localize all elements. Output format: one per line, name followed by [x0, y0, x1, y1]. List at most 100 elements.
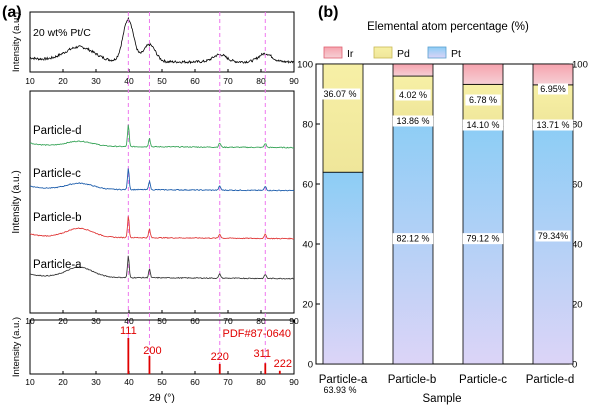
panel-a-top-ylabel: Intensity (a.u.)	[11, 12, 22, 72]
panel-b-label: (b)	[318, 4, 338, 21]
y-tick-label-right: 80	[572, 120, 583, 131]
category-label-particle-d: Particle-d	[526, 374, 575, 386]
particle-b-xrd-trace	[29, 216, 295, 240]
pdf-reference-label: PDF#87-0640	[223, 328, 292, 340]
label-pt-particle-c: 79.12 %	[466, 234, 499, 244]
label-pd-particle-c-bg	[462, 119, 504, 131]
pdf-hkl-label-311: 311	[254, 348, 272, 360]
x-tick-label: 80	[256, 377, 266, 387]
legend-label-pt: Pt	[451, 48, 461, 60]
legend-label-pd: Pd	[397, 48, 410, 60]
pt-c-xrd-trace	[30, 16, 294, 65]
legend-swatch-ir	[323, 46, 343, 59]
x-tick-label: 70	[223, 76, 233, 86]
label-pd-particle-c: 14.10 %	[466, 120, 499, 130]
x-tick-label: 30	[91, 76, 101, 86]
x-tick-label: 80	[256, 316, 266, 326]
panel-b-bars: 63.93 % 36.07 % 82.12 % 13.86 % 4.02 % 79.12 …	[319, 63, 574, 396]
y-tick-label-left: 60	[302, 180, 313, 191]
x-tick-label: 40	[124, 76, 134, 86]
x-tick-label: 40	[124, 377, 134, 387]
y-tick-label-left: 0	[308, 360, 313, 371]
pdf-hkl-label-222: 222	[274, 358, 292, 370]
x-tick-label: 10	[25, 377, 35, 387]
particle-c-label: Particle-c	[33, 168, 81, 180]
label-pt-particle-a-bg	[319, 384, 361, 396]
category-label-particle-b: Particle-b	[388, 374, 437, 386]
panel-a-xlabel: 2θ (°)	[149, 392, 175, 404]
label-pt-particle-d-bg	[535, 230, 571, 242]
x-tick-label: 60	[190, 377, 200, 387]
label-pd-particle-d-bg	[532, 119, 574, 131]
bar-pt-particle-a	[322, 171, 364, 365]
label-ir-particle-c: 6.78 %	[469, 95, 497, 105]
panel-a-top: 20 wt% Pt/C Intensity (a.u.) 10 20 30 40 50 6…	[11, 11, 299, 86]
legend-swatch-pd	[373, 46, 393, 59]
category-label-particle-a: Particle-a	[319, 374, 368, 386]
panel-a-middle-ylabel: Intensity (a.u.)	[11, 170, 22, 233]
label-pt-particle-b-bg	[392, 233, 434, 245]
y-tick-label-left: 20	[302, 300, 313, 311]
y-tick-label-right: 60	[572, 180, 583, 191]
label-ir-particle-d-bg	[538, 83, 568, 95]
y-tick-label-left: 80	[302, 120, 313, 131]
label-pt-particle-a: 63.93 %	[323, 385, 356, 395]
x-tick-label: 90	[289, 377, 299, 387]
panel-b-yticks: 0 0 20 20 40 40 60 60 80 80 100 100	[297, 60, 588, 371]
label-pt-particle-c-bg	[462, 233, 504, 245]
pdf-hkl-label-220: 220	[211, 351, 229, 363]
x-tick-label: 40	[124, 316, 134, 326]
label-pd-particle-d: 13.71 %	[536, 120, 569, 130]
peak-guide-lines	[127, 12, 266, 374]
x-tick-label: 60	[190, 316, 200, 326]
legend-swatch-pt	[427, 46, 447, 59]
bar-ir-particle-d	[532, 63, 574, 86]
x-tick-label: 70	[223, 316, 233, 326]
label-ir-particle-c-bg	[465, 94, 501, 106]
x-tick-label: 20	[58, 76, 68, 86]
panel-a-top-frame	[29, 11, 295, 73]
category-label-particle-c: Particle-c	[459, 374, 507, 386]
bar-pt-particle-d	[532, 125, 574, 365]
y-tick-label-left: 40	[302, 240, 313, 251]
y-tick-label-right: 40	[572, 240, 583, 251]
label-ir-particle-d: 6.95%	[540, 84, 566, 94]
particle-d-xrd-trace	[29, 124, 294, 149]
x-tick-label: 50	[157, 316, 167, 326]
particle-c-xrd-trace	[29, 168, 295, 192]
legend-label-ir: Ir	[347, 48, 354, 60]
panel-a-middle-xticks: 10 20 30 40 50 60 70 80 90	[25, 310, 299, 326]
x-tick-label: 60	[190, 76, 200, 86]
panel-a-bottom: Intensity (a.u.) PDF#87-0640 10 20 30 40 50 6…	[11, 317, 299, 404]
label-pd-particle-b: 13.86 %	[396, 116, 429, 126]
x-tick-label: 50	[157, 377, 167, 387]
y-tick-label-right: 0	[572, 360, 577, 371]
x-tick-label: 20	[58, 316, 68, 326]
label-pt-particle-b: 82.12 %	[396, 234, 429, 244]
panel-a-top-xticks: 10 20 30 40 50 60 70 80 90	[25, 69, 299, 86]
x-tick-label: 10	[25, 76, 35, 86]
x-tick-label: 30	[91, 377, 101, 387]
particle-a-xrd-trace	[29, 255, 295, 280]
label-pd-particle-a-bg	[319, 88, 361, 100]
label-pd-particle-a: 36.07 %	[323, 89, 356, 99]
panel-a-bottom-xticks: 10 20 30 40 50 60 70 80 90	[25, 371, 299, 387]
panel-a-label: (a)	[2, 4, 22, 21]
label-pt-particle-d: 79.34%	[538, 231, 569, 241]
bar-ir-particle-b	[392, 63, 434, 77]
label-ir-particle-b: 4.02 %	[399, 90, 427, 100]
pdf-hkl-label-200: 200	[143, 345, 161, 357]
panel-b-xlabel: Sample	[423, 393, 462, 405]
pdf-hkl-label-111: 111	[120, 325, 137, 337]
y-tick-label-right: 20	[572, 300, 583, 311]
pt-c-sample-label: 20 wt% Pt/C	[33, 27, 91, 39]
x-tick-label: 20	[58, 377, 68, 387]
x-tick-label: 50	[157, 76, 167, 86]
x-tick-label: 80	[256, 76, 266, 86]
x-tick-label: 30	[91, 316, 101, 326]
bar-ir-particle-c	[462, 63, 504, 85]
y-tick-label-right: 100	[572, 60, 588, 71]
legend: Ir Pd Pt	[323, 46, 461, 60]
